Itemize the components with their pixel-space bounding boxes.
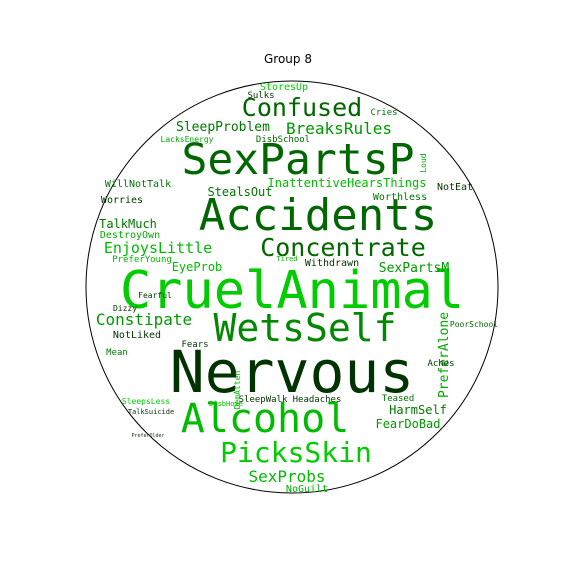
word-worthless: Worthless [373, 192, 427, 203]
word-feardobad: FearDoBad [375, 417, 440, 431]
word-constipate: Constipate [96, 310, 192, 329]
word-lacksenergy: LacksEnergy [161, 135, 214, 144]
word-withdrawn: Withdrawn [305, 258, 359, 269]
word-storesup: StoresUp [260, 82, 308, 93]
word-willnottalk: WillNotTalk [105, 179, 171, 190]
word-breaksrules: BreaksRules [286, 119, 392, 138]
word-tired: Tired [276, 255, 297, 263]
word-destroyown: DestroyOwn [100, 230, 160, 241]
word-loud: Loud [419, 153, 428, 172]
word-preferyoung: PreferYoung [112, 255, 172, 265]
word-headaches: Headaches [293, 395, 342, 405]
word-alcohol: Alcohol [181, 396, 350, 442]
word-poorschool: PoorSchool [450, 320, 498, 329]
word-cries: Cries [370, 108, 397, 118]
word-fears: Fears [181, 340, 208, 350]
word-accidents: Accidents [199, 190, 437, 241]
word-harmself: HarmSelf [389, 403, 447, 417]
word-inattentivehearsthings: InattentiveHearsThings [268, 176, 427, 190]
word-talksuicide: TalkSuicide [128, 408, 174, 416]
word-notliked: NotLiked [113, 330, 161, 341]
word-talkmuch: TalkMuch [99, 217, 157, 231]
word-sexpartsp: SexPartsP [182, 135, 415, 185]
word-preferalone: PreferAlone [437, 312, 452, 398]
word-dizzy: Dizzy [113, 304, 137, 313]
word-wetsself: WetsSelf [213, 306, 396, 350]
word-concentrate: Concentrate [260, 233, 426, 262]
word-worries: Worries [101, 195, 143, 206]
word-cruelanimal: CruelAnimal [120, 261, 464, 321]
word-picksskin: PicksSkin [220, 436, 372, 469]
word-aches: Aches [427, 359, 454, 369]
cloud-boundary-circle [85, 80, 499, 494]
word-sexpartsm: SexPartsM [379, 261, 450, 276]
word-confused: Confused [242, 93, 362, 122]
chart-title: Group 8 [264, 52, 312, 66]
word-nervous: Nervous [170, 338, 414, 406]
word-sleepwalk: SleepWalk [239, 395, 288, 405]
word-noteat: NotEat [437, 182, 473, 193]
word-dematten: DemAtten [233, 371, 242, 410]
word-fearful: Fearful [138, 291, 172, 300]
word-eyeprob: EyeProb [172, 260, 223, 274]
word-noguilt: NoGuilt [286, 484, 328, 495]
word-sulks: Sulks [247, 91, 274, 101]
word-disbhome: DisbHome [209, 400, 243, 408]
word-stealsout: StealsOut [207, 185, 272, 199]
word-sexprobs: SexProbs [248, 467, 325, 486]
word-mean: Mean [106, 348, 128, 358]
word-enjoyslittle: EnjoysLittle [104, 239, 212, 257]
word-disbschool: DisbSchool [256, 135, 310, 145]
word-preferolder: PreferOlder [131, 433, 164, 439]
word-sleepproblem: SleepProblem [176, 120, 270, 135]
word-teased: Teased [382, 394, 415, 404]
word-sleepsless: SleepsLess [122, 397, 170, 406]
